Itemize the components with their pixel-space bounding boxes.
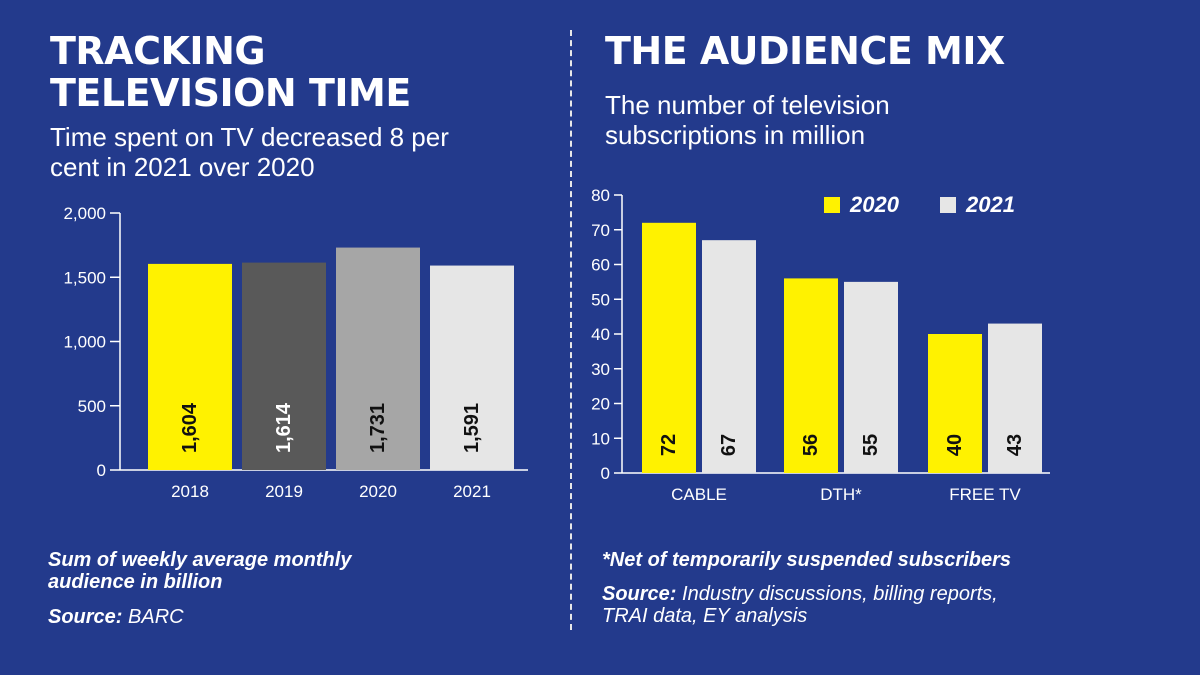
left-title-line-2: TELEVISION TIME [50, 71, 411, 115]
value-label-DTH*-2020: 56 [800, 434, 822, 456]
y-tick-label: 10 [591, 429, 610, 448]
y-tick-label: 40 [591, 325, 610, 344]
right-source: Source: Industry discussions, billing re… [602, 583, 998, 627]
category-label-FREE TV: FREE TV [949, 485, 1021, 504]
bar-2019 [242, 262, 326, 470]
left-source-label: Source: [48, 606, 123, 628]
y-tick-label: 70 [591, 221, 610, 240]
left-subtitle-line-2: cent in 2021 over 2020 [50, 152, 315, 182]
right-subtitle: The number of television subscriptions i… [605, 90, 890, 150]
right-source-line-1: Industry discussions, billing reports, [682, 583, 998, 605]
value-label-FREE TV-2021: 43 [1004, 434, 1026, 456]
bar-2020 [336, 247, 420, 470]
category-label-2018: 2018 [171, 482, 209, 501]
legend-swatch-2020 [824, 197, 840, 213]
legend-label-2021: 2021 [965, 192, 1015, 217]
category-label-2021: 2021 [453, 482, 491, 501]
y-tick-label: 60 [591, 256, 610, 275]
legend-swatch-2021 [940, 197, 956, 213]
y-tick-label: 50 [591, 290, 610, 309]
y-tick-label: 1,500 [63, 268, 106, 287]
left-source-text: BARC [128, 606, 184, 628]
right-note: *Net of temporarily suspended subscriber… [602, 549, 1011, 571]
category-label-2019: 2019 [265, 482, 303, 501]
right-title-line: THE AUDIENCE MIX [605, 29, 1005, 73]
category-label-CABLE: CABLE [671, 485, 727, 504]
bar-FREE TV-2021 [988, 323, 1042, 473]
left-note-line-2: audience in billion [48, 571, 223, 593]
right-subtitle-line-2: subscriptions in million [605, 120, 866, 150]
right-source-line-2: TRAI data, EY analysis [602, 605, 808, 627]
tv-time-chart: 0 500 1,000 1,500 2,000 1,604 2018 1,614 2019 1,7… [63, 204, 528, 501]
bar-CABLE-2020 [642, 222, 696, 473]
category-label-DTH*: DTH* [820, 485, 862, 504]
value-label-FREE TV-2020: 40 [944, 434, 966, 456]
y-tick-label: 500 [78, 397, 106, 416]
y-tick-label: 30 [591, 360, 610, 379]
bar-CABLE-2021 [702, 240, 756, 473]
value-label-CABLE-2020: 72 [658, 434, 680, 456]
y-tick-label: 1,000 [63, 333, 106, 352]
right-source-label: Source: [602, 583, 677, 605]
y-tick-label: 20 [591, 395, 610, 414]
left-title-line-1: TRACKING [50, 29, 266, 73]
left-source: Source: BARC [48, 606, 184, 628]
left-panel: TRACKING TELEVISION TIME Time spent on T… [0, 0, 570, 675]
right-subtitle-line-1: The number of television [605, 90, 890, 120]
y-tick-label: 0 [601, 464, 610, 483]
left-subtitle-line-1: Time spent on TV decreased 8 per [50, 122, 449, 152]
bar-2018 [148, 263, 232, 470]
legend-label-2020: 2020 [849, 192, 900, 217]
value-label-CABLE-2021: 67 [718, 434, 740, 456]
right-title: THE AUDIENCE MIX [605, 30, 1005, 72]
value-label-2018: 1,604 [179, 402, 201, 453]
left-subtitle: Time spent on TV decreased 8 per cent in… [50, 122, 449, 182]
right-panel: THE AUDIENCE MIX The number of televisio… [580, 0, 1200, 675]
y-tick-label: 0 [97, 461, 106, 480]
left-note: Sum of weekly average monthly audience i… [48, 549, 351, 593]
bar-DTH*-2021 [844, 281, 898, 473]
category-label-2020: 2020 [359, 482, 397, 501]
right-note-line: *Net of temporarily suspended subscriber… [602, 549, 1012, 571]
value-label-2019: 1,614 [273, 402, 295, 453]
left-note-line-1: Sum of weekly average monthly [48, 549, 352, 571]
value-label-DTH*-2021: 55 [860, 434, 882, 456]
left-title: TRACKING TELEVISION TIME [50, 30, 411, 114]
y-tick-label: 2,000 [63, 204, 106, 223]
bar-DTH*-2020 [784, 278, 838, 473]
value-label-2020: 1,731 [367, 403, 389, 453]
bar-FREE TV-2020 [928, 334, 982, 473]
y-tick-label: 80 [591, 186, 610, 205]
bar-2021 [430, 265, 514, 470]
panel-divider [570, 30, 572, 630]
audience-mix-chart: 0 10 20 30 40 50 60 70 80 72 67 CABLE 56 55 DTH* 40 43 FR… [591, 186, 1050, 504]
value-label-2021: 1,591 [461, 403, 483, 453]
